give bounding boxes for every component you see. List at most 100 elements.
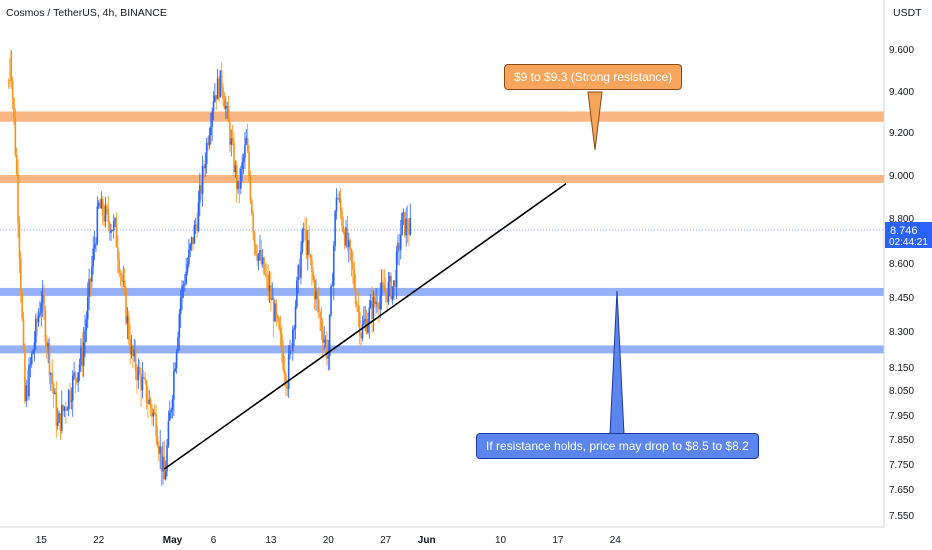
time-tick-label: 6: [211, 535, 217, 546]
candle-body: [233, 142, 235, 173]
candle-body: [391, 286, 394, 300]
candle-body: [353, 269, 356, 288]
candle-body: [201, 165, 204, 194]
candle-body: [342, 225, 345, 233]
candle-body: [335, 197, 338, 212]
candle-body: [119, 272, 122, 275]
candle-body: [339, 198, 342, 211]
candle-body: [190, 237, 193, 245]
price-axis-ticks[interactable]: 9.600 9.400 9.200 9.000 8.800 8.600 8.450 8.300…: [889, 45, 914, 522]
resistance-zone-1[interactable]: [0, 111, 884, 122]
candle-body: [178, 313, 181, 337]
candle-body: [334, 211, 336, 246]
candle-body: [118, 259, 120, 273]
candle-body: [315, 291, 317, 300]
candle-body: [140, 373, 142, 391]
candle-body: [301, 230, 304, 252]
candle-body: [404, 212, 406, 236]
candle-body: [238, 180, 241, 189]
candle-body: [104, 205, 107, 222]
candle-body: [14, 117, 17, 155]
support-zone-1[interactable]: [0, 287, 884, 296]
candle-body: [363, 321, 365, 324]
candle-body: [10, 50, 13, 81]
candle-body: [297, 265, 300, 281]
time-tick-label: 20: [323, 535, 335, 546]
candle-body: [45, 341, 48, 348]
candle-body: [114, 218, 116, 221]
support-callout[interactable]: If resistance holds, price may drop to $…: [476, 433, 759, 459]
candle-body: [162, 456, 164, 472]
candle-body: [246, 137, 249, 152]
candle-body: [308, 240, 310, 255]
candle-body: [290, 345, 293, 351]
candle-body: [24, 349, 26, 402]
candle-body: [216, 78, 219, 100]
candle-body: [40, 303, 43, 313]
candle-body: [76, 378, 78, 383]
candle-body: [405, 218, 407, 236]
candle-body: [149, 399, 152, 409]
time-tick-label: 10: [495, 535, 507, 546]
candle-body: [267, 274, 269, 292]
candle-body: [227, 105, 230, 122]
candle-body: [89, 278, 92, 282]
resistance-zone-2[interactable]: [0, 175, 884, 183]
resistance-callout[interactable]: $9 to $9.3 (Strong resistance): [504, 64, 683, 90]
candle-body: [173, 370, 175, 400]
candle-body: [309, 254, 312, 260]
candle-body: [250, 200, 253, 214]
price-tick-label: 9.000: [889, 171, 914, 182]
candle-body: [103, 215, 105, 222]
candle-body: [356, 304, 358, 307]
candle-body: [357, 306, 360, 312]
candle-body: [260, 250, 263, 264]
last-price-label: 8.746 02:44:21: [885, 222, 932, 248]
candle-body: [115, 218, 118, 248]
candle-body: [25, 385, 28, 402]
candle-body: [35, 318, 37, 343]
candle-body: [399, 234, 402, 251]
candle-body: [130, 346, 133, 354]
candle-body: [54, 392, 56, 395]
candle-body: [345, 227, 347, 246]
candlestick-series: [7, 50, 412, 487]
candle-body: [106, 205, 108, 210]
candle-body: [316, 291, 319, 300]
ascending-trendline[interactable]: [163, 182, 567, 470]
candle-body: [320, 317, 323, 331]
candle-body: [304, 228, 306, 230]
candle-body: [186, 264, 189, 272]
candle-body: [88, 278, 90, 297]
candle-body: [99, 202, 101, 209]
price-tick-label: 7.850: [889, 435, 914, 446]
candle-body: [218, 78, 220, 98]
candle-body: [13, 98, 15, 118]
candle-body: [401, 213, 403, 235]
candle-body: [257, 254, 260, 261]
candle-body: [397, 242, 399, 252]
candle-body: [358, 311, 361, 336]
candle-body: [394, 280, 397, 288]
candle-body: [244, 144, 246, 158]
candle-body: [74, 372, 77, 379]
candle-body: [282, 351, 284, 370]
support-zone-2[interactable]: [0, 345, 884, 354]
candle-body: [100, 198, 103, 209]
price-tick-label: 7.550: [889, 511, 914, 522]
candle-body: [252, 213, 254, 233]
time-axis-ticks[interactable]: 15 22 May 6 13 20 27 Jun 10 17 24: [36, 535, 622, 546]
candle-body: [341, 210, 343, 226]
candle-body: [41, 294, 44, 304]
candle-body: [409, 217, 412, 235]
price-axis-currency[interactable]: USDT: [893, 7, 922, 19]
candle-body: [73, 372, 75, 376]
candle-body: [44, 311, 47, 342]
support-callout-pointer: [609, 290, 625, 435]
candle-body: [15, 154, 18, 174]
candle-body: [126, 316, 129, 324]
candle-body: [313, 279, 316, 300]
candle-body: [55, 392, 58, 426]
candle-body: [123, 280, 126, 290]
